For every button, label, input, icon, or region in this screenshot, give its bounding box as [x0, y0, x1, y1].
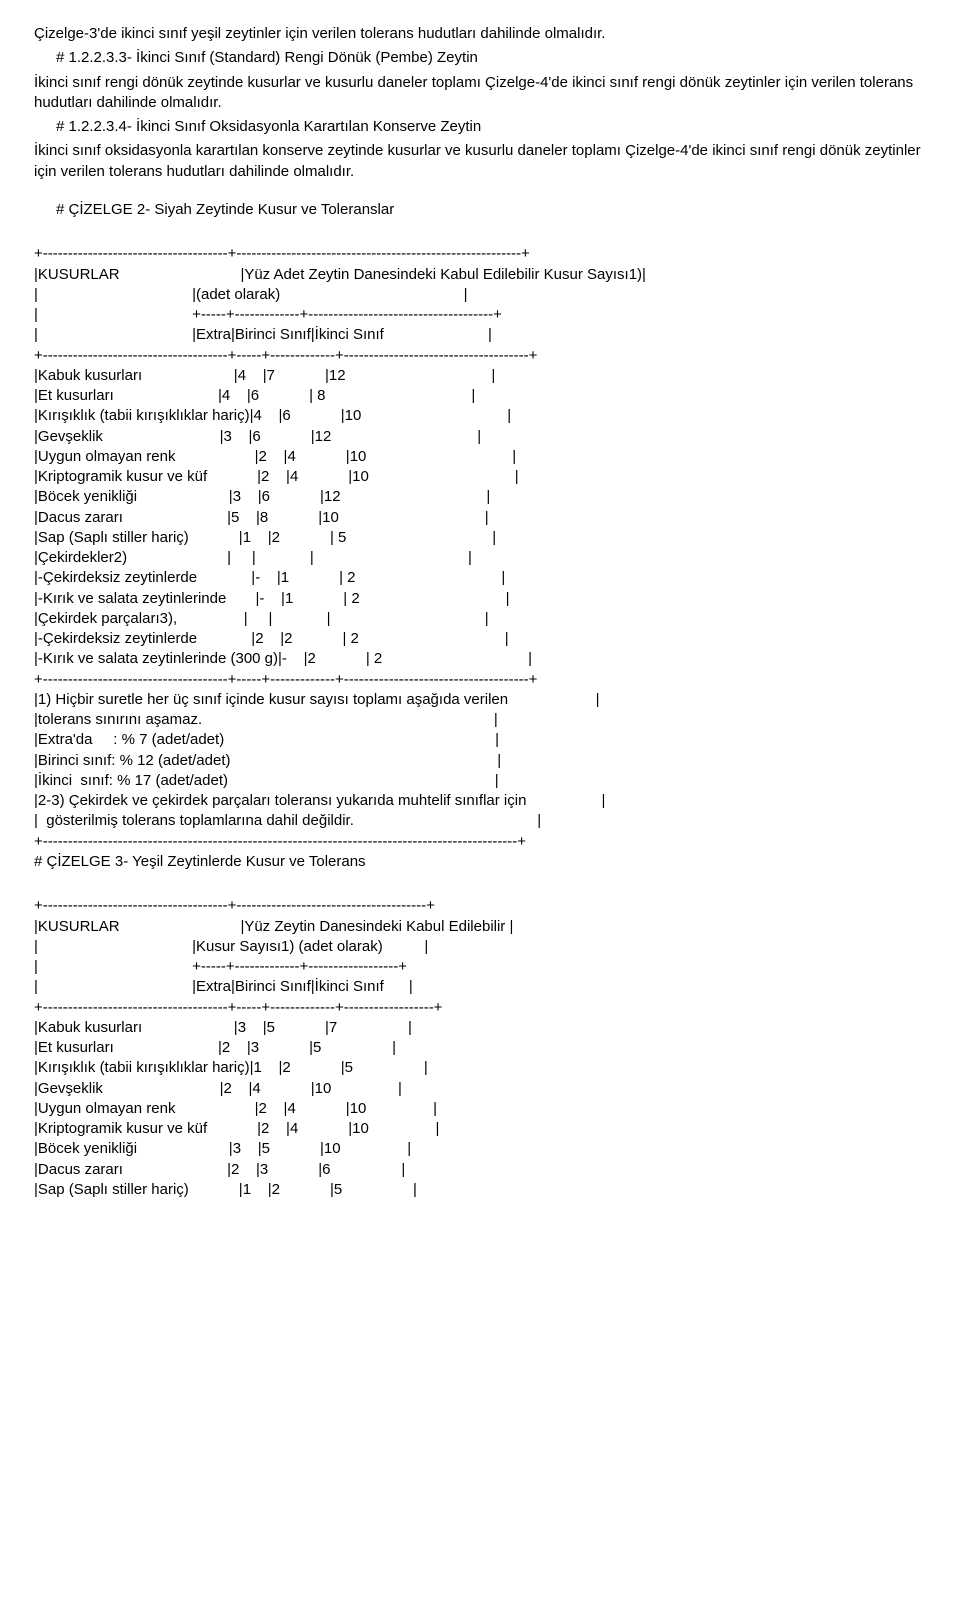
table-row: |Kriptogramik kusur ve küf |2 |4 |10 | [34, 468, 519, 485]
cizelge-3-table: +-------------------------------------+-… [34, 876, 926, 1200]
table-row: |-Kırık ve salata zeytinlerinde |- |1 | … [34, 590, 509, 607]
table-row: |Çekirdek parçaları3), | | | | [34, 610, 489, 627]
table-row: +---------------------------------------… [34, 833, 526, 850]
table-row: |-Kırık ve salata zeytinlerinde (300 g)|… [34, 650, 532, 667]
document-page: Çizelge-3'de ikinci sınıf yeşil zeytinle… [0, 0, 960, 1240]
table-row: +-------------------------------------+-… [34, 897, 435, 914]
table-row: | |Extra|Birinci Sınıf|İkinci Sınıf | [34, 978, 413, 995]
table-row: +-------------------------------------+-… [34, 245, 530, 262]
cizelge-3-title: # ÇİZELGE 3- Yeşil Zeytinlerde Kusur ve … [34, 852, 926, 872]
table-row: |Extra'da : % 7 (adet/adet) | [34, 731, 499, 748]
table-row: |İkinci sınıf: % 17 (adet/adet) | [34, 772, 499, 789]
table-row: |Kriptogramik kusur ve küf |2 |4 |10 | [34, 1120, 439, 1137]
table-row: |-Çekirdeksiz zeytinlerde |- |1 | 2 | [34, 569, 505, 586]
table-row: +-------------------------------------+-… [34, 999, 442, 1016]
table-row: |1) Hiçbir suretle her üç sınıf içinde k… [34, 691, 600, 708]
table-row: | |(adet olarak) | [34, 286, 467, 303]
table-row: |tolerans sınırını aşamaz. | [34, 711, 498, 728]
table-row: |Dacus zararı |2 |3 |6 | [34, 1161, 405, 1178]
cizelge-2-table: +-------------------------------------+-… [34, 224, 926, 852]
table-row: |Çekirdekler2) | | | | [34, 549, 472, 566]
table-row: | +-----+-------------+-----------------… [34, 958, 407, 975]
table-row: |Uygun olmayan renk |2 |4 |10 | [34, 448, 516, 465]
table-row: | |Extra|Birinci Sınıf|İkinci Sınıf | [34, 326, 492, 343]
cizelge-2-title: # ÇİZELGE 2- Siyah Zeytinde Kusur ve Tol… [34, 200, 926, 220]
table-row: | |Kusur Sayısı1) (adet olarak) | [34, 938, 428, 955]
table-row: +-------------------------------------+-… [34, 671, 537, 688]
paragraph-1-2-2-3-4: İkinci sınıf oksidasyonla karartılan kon… [34, 141, 926, 182]
table-row: |Gevşeklik |2 |4 |10 | [34, 1080, 402, 1097]
table-row: |Böcek yenikliği |3 |5 |10 | [34, 1140, 411, 1157]
table-row: |Uygun olmayan renk |2 |4 |10 | [34, 1100, 437, 1117]
table-row: |Kabuk kusurları |3 |5 |7 | [34, 1019, 412, 1036]
table-row: |Böcek yenikliği |3 |6 |12 | [34, 488, 490, 505]
table-row: |Sap (Saplı stiller hariç) |1 |2 | 5 | [34, 529, 496, 546]
table-row: |KUSURLAR |Yüz Adet Zeytin Danesindeki K… [34, 266, 646, 283]
heading-1-2-2-3-4: # 1.2.2.3.4- İkinci Sınıf Oksidasyonla K… [34, 117, 926, 137]
table-row: |Gevşeklik |3 |6 |12 | [34, 428, 481, 445]
table-row: |-Çekirdeksiz zeytinlerde |2 |2 | 2 | [34, 630, 509, 647]
table-row: +-------------------------------------+-… [34, 347, 537, 364]
table-row: |KUSURLAR |Yüz Zeytin Danesindeki Kabul … [34, 918, 513, 935]
table-row: |Birinci sınıf: % 12 (adet/adet) | [34, 752, 501, 769]
table-row: |Kabuk kusurları |4 |7 |12 | [34, 367, 495, 384]
paragraph-1-2-2-3-3: İkinci sınıf rengi dönük zeytinde kusurl… [34, 73, 926, 114]
table-row: |Et kusurları |4 |6 | 8 | [34, 387, 475, 404]
table-row: |Et kusurları |2 |3 |5 | [34, 1039, 396, 1056]
paragraph-intro: Çizelge-3'de ikinci sınıf yeşil zeytinle… [34, 24, 926, 44]
table-row: |2-3) Çekirdek ve çekirdek parçaları tol… [34, 792, 605, 809]
table-row: |Kırışıklık (tabii kırışıklıklar hariç)|… [34, 1059, 428, 1076]
table-row: |Sap (Saplı stiller hariç) |1 |2 |5 | [34, 1181, 417, 1198]
table-row: | gösterilmiş tolerans toplamlarına dahi… [34, 812, 541, 829]
heading-1-2-2-3-3: # 1.2.2.3.3- İkinci Sınıf (Standard) Ren… [34, 48, 926, 68]
table-row: |Dacus zararı |5 |8 |10 | [34, 509, 489, 526]
table-row: | +-----+-------------+-----------------… [34, 306, 502, 323]
table-row: |Kırışıklık (tabii kırışıklıklar hariç)|… [34, 407, 511, 424]
